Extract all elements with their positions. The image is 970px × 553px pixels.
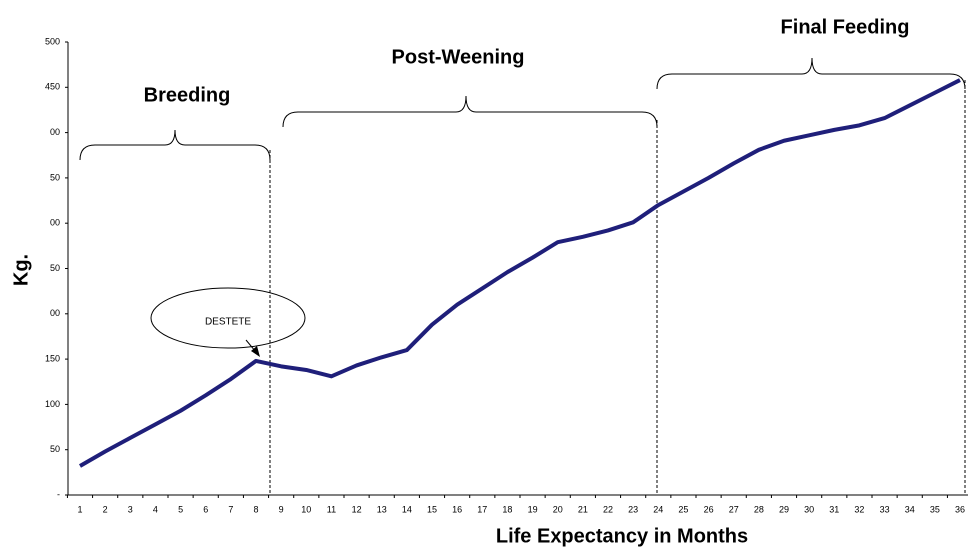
x-tick-label: 7 [228,504,233,514]
x-tick-label: 23 [628,504,638,514]
y-axis-title: Kg. [10,254,32,286]
y-tick-label: 50 [50,444,60,454]
x-tick-label: 11 [327,504,336,514]
callout-text: DESTETE [205,317,251,328]
y-tick-label: 100 [45,399,60,409]
x-tick-label: 16 [452,504,462,514]
x-tick-label: 14 [402,504,412,514]
y-tick-label: 00 [50,308,60,318]
x-tick-label: 32 [854,504,864,514]
y-tick-label: 00 [50,218,60,228]
x-tick-label: 31 [829,504,839,514]
y-tick-label: 50 [50,263,60,273]
x-tick-label: 34 [905,504,915,514]
x-tick-label: 29 [779,504,789,514]
x-tick-label: 8 [253,504,258,514]
phase-label: Final Feeding [781,16,910,38]
data-line [79,78,961,468]
x-tick-label: 1 [77,504,82,514]
x-tick-label: 27 [729,504,739,514]
x-tick-label: 22 [603,504,613,514]
x-tick-label: 18 [502,504,512,514]
x-tick-label: 15 [427,504,437,514]
x-tick-label: 20 [553,504,563,514]
x-tick-label: 12 [352,504,362,514]
y-tick-label: 00 [50,127,60,137]
x-tick-label: 35 [930,504,940,514]
x-tick-label: 10 [301,504,311,514]
x-tick-label: 6 [203,504,208,514]
phase-label: Breeding [144,84,231,106]
x-tick-label: 28 [754,504,764,514]
y-tick-label: 50 [50,172,60,182]
x-tick-label: 33 [880,504,890,514]
y-tick-label: - [57,489,60,499]
brace [282,95,658,128]
x-tick-label: 4 [153,504,158,514]
y-tick-label: 500 [45,36,60,46]
x-tick-label: 17 [477,504,487,514]
x-tick-label: 36 [955,504,965,514]
x-axis-title: Life Expectancy in Months [496,525,748,547]
x-tick-label: 13 [377,504,387,514]
callout [150,287,306,349]
y-tick-label: 450 [45,82,60,92]
x-tick-label: 3 [128,504,133,514]
brace [79,129,271,161]
phase-label: Post-Weening [392,46,525,68]
x-tick-label: 21 [578,504,588,514]
x-tick-label: 24 [653,504,663,514]
y-tick-label: 150 [45,353,60,363]
x-tick-label: 26 [704,504,714,514]
x-tick-label: 30 [804,504,814,514]
x-tick-label: 19 [528,504,538,514]
x-tick-label: 25 [678,504,688,514]
x-tick-label: 2 [103,504,108,514]
callout-arrowhead [251,346,260,357]
brace [656,57,966,90]
x-tick-label: 5 [178,504,183,514]
x-tick-label: 9 [279,504,284,514]
